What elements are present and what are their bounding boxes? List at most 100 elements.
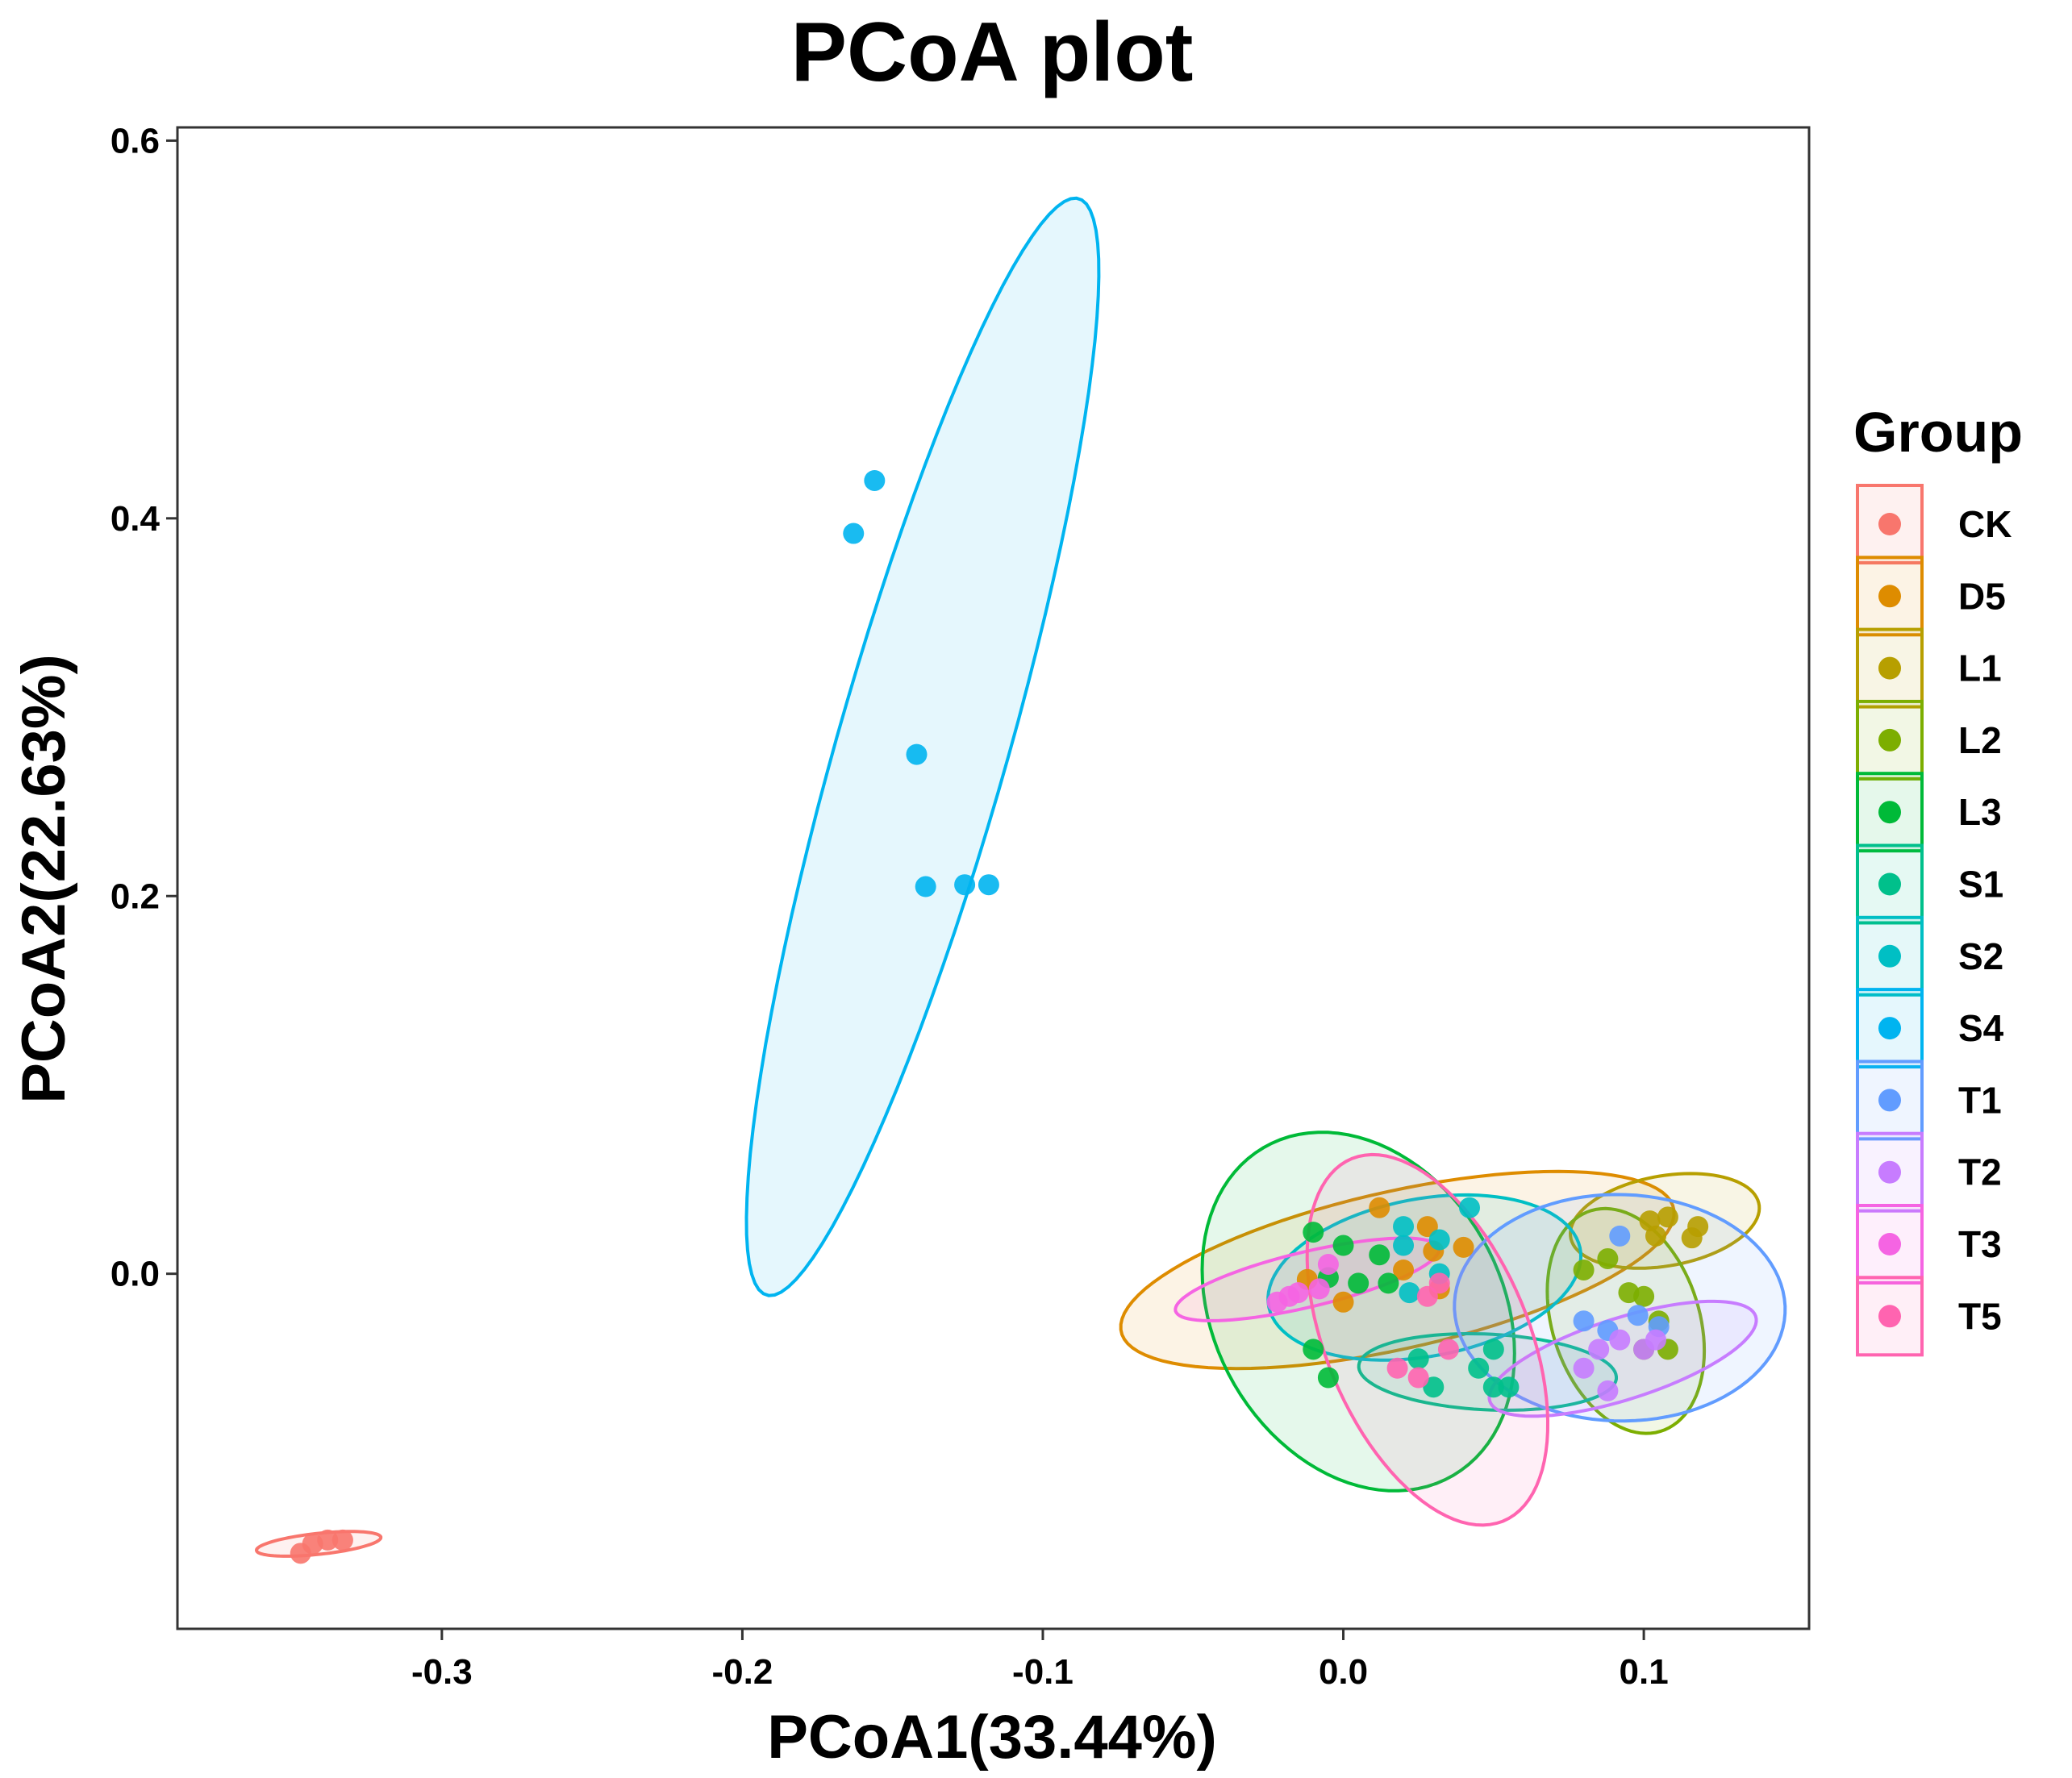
point-t1 bbox=[1573, 1310, 1595, 1332]
ellipse-t2 bbox=[1487, 1299, 1758, 1418]
legend-item-t1: T1 bbox=[1856, 1060, 2002, 1141]
data-points bbox=[290, 469, 1709, 1564]
legend-key-box bbox=[1856, 556, 1924, 637]
legend-key-point bbox=[1878, 585, 1901, 608]
legend-key-point bbox=[1878, 656, 1901, 680]
point-t3 bbox=[1317, 1253, 1339, 1275]
point-s2 bbox=[1428, 1229, 1450, 1251]
ellipse-t5 bbox=[1305, 1152, 1550, 1527]
x-tick-label: 0.0 bbox=[1319, 1652, 1368, 1692]
x-axis-title: PCoA1(33.44%) bbox=[767, 1703, 1217, 1772]
legend-label: T3 bbox=[1958, 1223, 2002, 1265]
point-l3 bbox=[1303, 1339, 1324, 1360]
x-tick-label: -0.2 bbox=[711, 1652, 773, 1692]
point-l3 bbox=[1303, 1222, 1324, 1243]
legend-item-l2: L2 bbox=[1856, 699, 2002, 781]
point-t5 bbox=[1407, 1367, 1429, 1389]
legend-label: D5 bbox=[1958, 575, 2006, 617]
legend-key-point bbox=[1878, 801, 1901, 824]
legend-label: T2 bbox=[1958, 1151, 2002, 1193]
x-axis: -0.3 -0.2 -0.1 0.0 0.1 bbox=[411, 1629, 1669, 1692]
legend-item-t5: T5 bbox=[1856, 1276, 2002, 1357]
y-axis: 0.0 0.2 0.4 0.6 bbox=[110, 121, 177, 1294]
point-t5 bbox=[1386, 1357, 1408, 1379]
legend: Group CK D5 L1 L2 L3 S1 S2 S4 T1 T2 T3 T5 bbox=[1853, 401, 2023, 1357]
point-ck bbox=[331, 1529, 353, 1551]
point-t2 bbox=[1645, 1329, 1666, 1351]
point-l1 bbox=[1645, 1225, 1666, 1247]
point-s4 bbox=[843, 523, 865, 544]
point-s1 bbox=[1498, 1376, 1520, 1398]
point-s4 bbox=[978, 874, 999, 896]
legend-key-point bbox=[1878, 513, 1901, 535]
legend-label: S2 bbox=[1958, 935, 2003, 977]
legend-item-t2: T2 bbox=[1856, 1131, 2002, 1213]
point-l2 bbox=[1597, 1247, 1619, 1269]
chart-title: PCoA plot bbox=[791, 6, 1194, 99]
legend-key-point bbox=[1878, 1160, 1901, 1184]
legend-key-point bbox=[1878, 944, 1901, 968]
legend-title: Group bbox=[1853, 401, 2023, 464]
legend-label: S4 bbox=[1958, 1007, 2004, 1049]
legend-label: L3 bbox=[1958, 791, 2002, 833]
legend-key-point bbox=[1878, 1233, 1901, 1255]
point-s1 bbox=[1468, 1357, 1490, 1379]
point-l3 bbox=[1317, 1367, 1339, 1389]
y-tick-label: 0.0 bbox=[110, 1255, 160, 1294]
point-t1 bbox=[1627, 1305, 1649, 1326]
legend-item-t3: T3 bbox=[1856, 1204, 2002, 1285]
point-s1 bbox=[1482, 1339, 1504, 1360]
point-d5 bbox=[1393, 1259, 1415, 1280]
x-tick-label: 0.1 bbox=[1620, 1652, 1669, 1692]
point-l3 bbox=[1348, 1272, 1370, 1294]
legend-label: T5 bbox=[1958, 1295, 2002, 1337]
point-t2 bbox=[1588, 1339, 1610, 1360]
point-t5 bbox=[1437, 1339, 1459, 1360]
legend-item-s1: S1 bbox=[1856, 843, 2003, 925]
legend-item-d5: D5 bbox=[1856, 556, 2006, 637]
legend-item-s2: S2 bbox=[1856, 915, 2003, 997]
legend-item-ck: CK bbox=[1856, 484, 2012, 564]
point-s2 bbox=[1399, 1282, 1420, 1304]
legend-label: S1 bbox=[1958, 864, 2003, 906]
point-s2 bbox=[1393, 1216, 1415, 1238]
legend-key-point bbox=[1878, 728, 1901, 752]
legend-item-s4: S4 bbox=[1856, 988, 2004, 1069]
legend-item-l3: L3 bbox=[1856, 772, 2002, 853]
point-t2 bbox=[1573, 1357, 1595, 1379]
legend-item-l1: L1 bbox=[1856, 627, 2002, 709]
point-s2 bbox=[1393, 1235, 1415, 1256]
point-t1 bbox=[1609, 1225, 1631, 1247]
point-l2 bbox=[1573, 1259, 1595, 1280]
legend-key-point bbox=[1878, 1017, 1901, 1040]
y-axis-title: PCoA2(22.63%) bbox=[10, 654, 78, 1104]
legend-key-point bbox=[1878, 1305, 1901, 1328]
legend-key-point bbox=[1878, 872, 1901, 896]
point-s4 bbox=[906, 743, 928, 765]
legend-key-point bbox=[1878, 1089, 1901, 1112]
legend-items: CK D5 L1 L2 L3 S1 S2 S4 T1 T2 T3 T5 bbox=[1856, 484, 2012, 1357]
point-t3 bbox=[1308, 1278, 1330, 1300]
point-t2 bbox=[1609, 1329, 1631, 1351]
point-l1 bbox=[1681, 1227, 1703, 1249]
legend-label: L1 bbox=[1958, 647, 2002, 689]
y-tick-label: 0.2 bbox=[110, 877, 160, 916]
point-s1 bbox=[1482, 1376, 1504, 1398]
point-s4 bbox=[915, 876, 936, 897]
legend-key-box bbox=[1856, 699, 1924, 781]
point-l2 bbox=[1633, 1285, 1655, 1307]
legend-label: CK bbox=[1958, 503, 2012, 545]
x-tick-label: -0.1 bbox=[1012, 1652, 1074, 1692]
legend-label: L2 bbox=[1958, 719, 2002, 761]
point-l1 bbox=[1657, 1206, 1678, 1228]
point-s4 bbox=[864, 469, 886, 491]
point-s4 bbox=[954, 874, 976, 896]
point-s2 bbox=[1459, 1197, 1481, 1218]
x-tick-label: -0.3 bbox=[411, 1652, 473, 1692]
legend-label: T1 bbox=[1958, 1079, 2002, 1121]
point-s1 bbox=[1423, 1376, 1445, 1398]
point-t2 bbox=[1597, 1380, 1619, 1401]
ellipse-t1 bbox=[1453, 1193, 1787, 1423]
point-d5 bbox=[1332, 1291, 1354, 1313]
y-tick-label: 0.4 bbox=[110, 499, 161, 539]
